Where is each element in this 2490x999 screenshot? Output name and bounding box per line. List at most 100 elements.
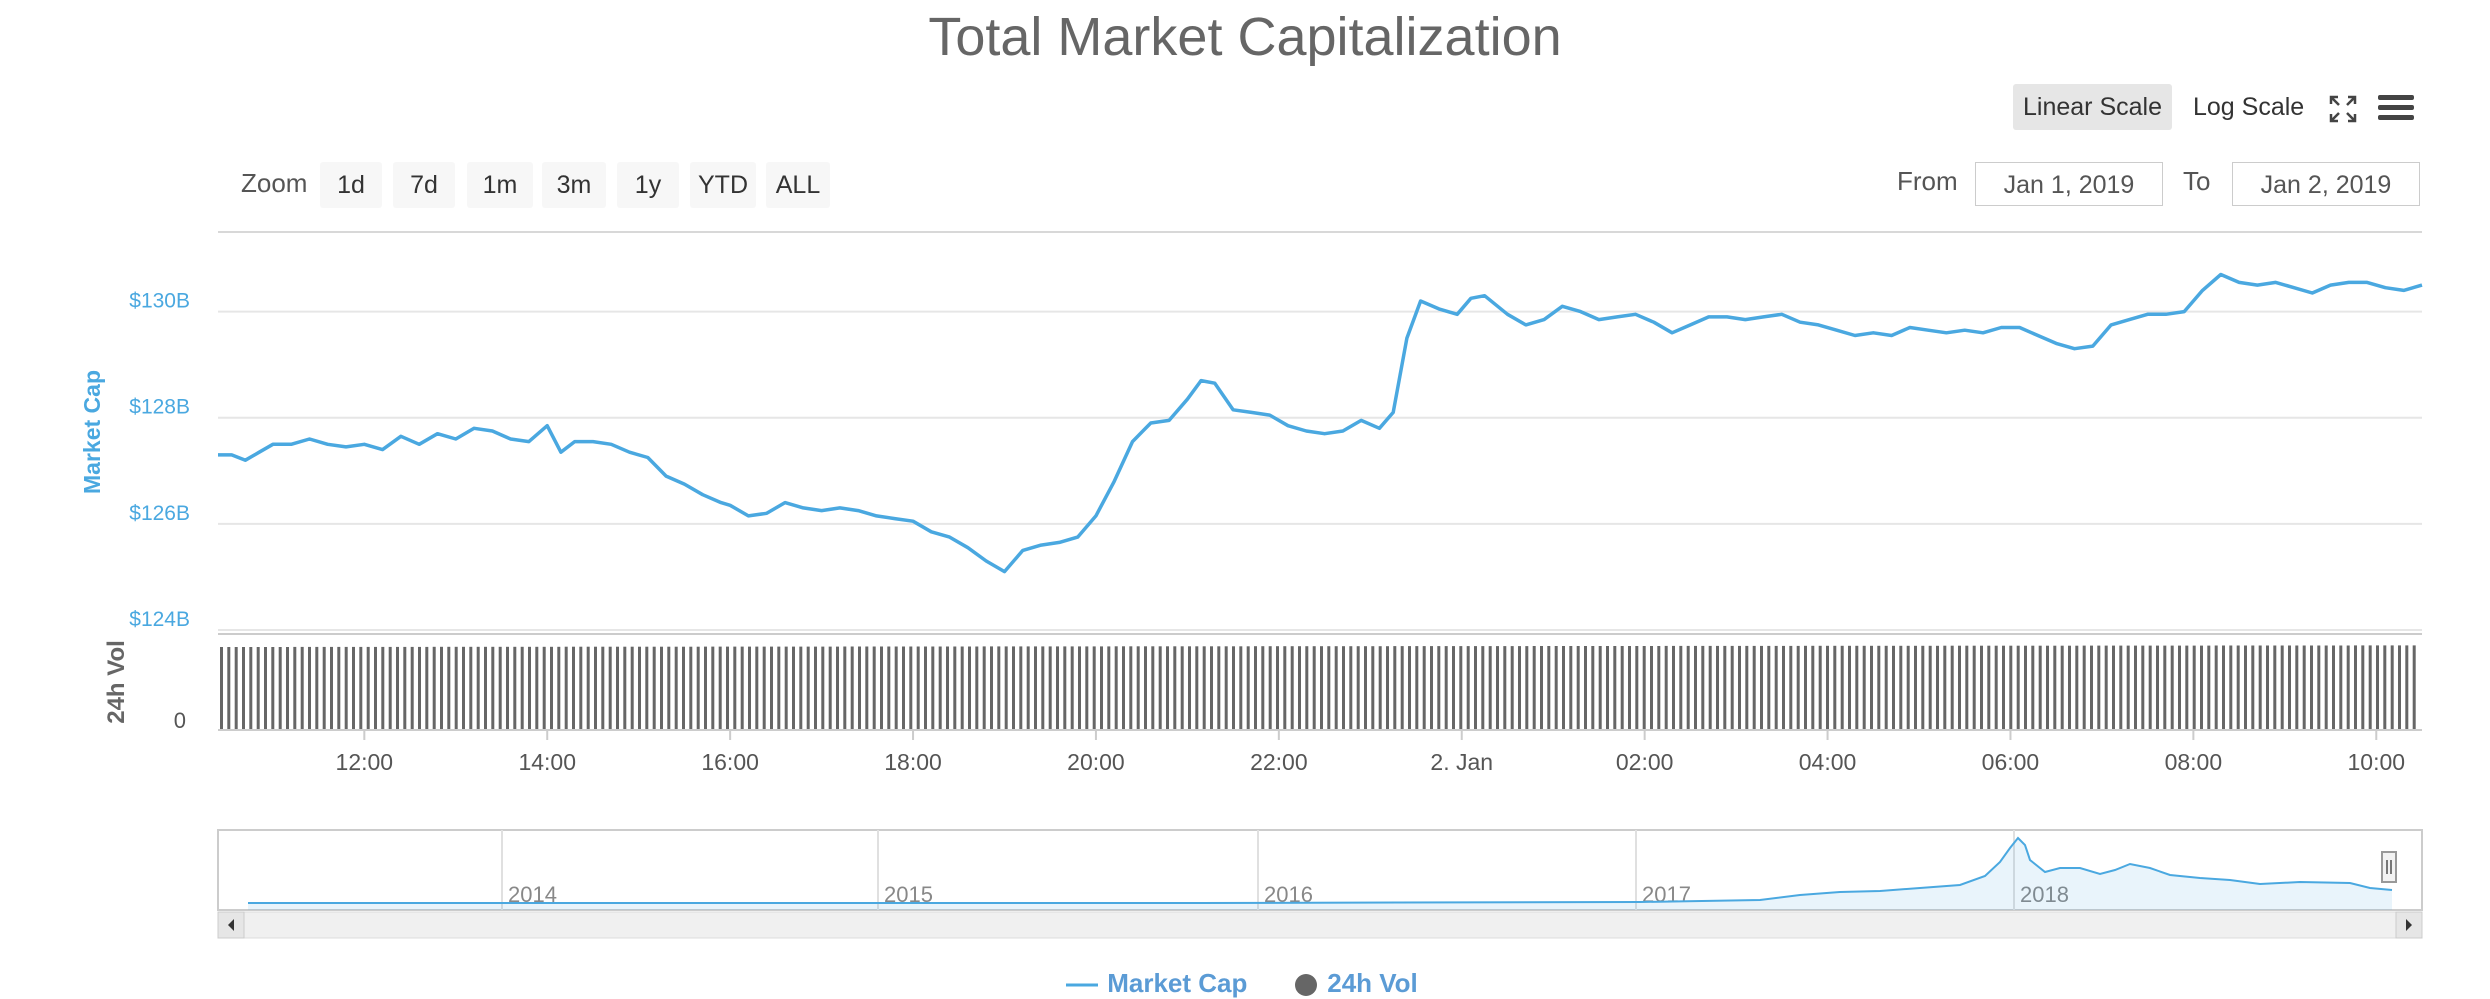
volume-bar bbox=[425, 646, 429, 730]
legend-market-cap[interactable]: Market Cap bbox=[1064, 968, 1247, 999]
zoom-1d-button[interactable]: 1d bbox=[320, 162, 382, 208]
volume-bar bbox=[660, 646, 663, 730]
volume-bar bbox=[1136, 646, 1140, 730]
volume-bar bbox=[2119, 645, 2123, 730]
volume-bar bbox=[916, 646, 920, 730]
volume-bar bbox=[601, 646, 605, 730]
volume-bar bbox=[315, 646, 319, 730]
volume-bar bbox=[1481, 646, 1485, 730]
volume-bar bbox=[2383, 645, 2387, 730]
volume-bar bbox=[1987, 645, 1991, 730]
volume-bar bbox=[2156, 645, 2159, 730]
volume-bar bbox=[1085, 646, 1089, 730]
volume-axis-title: 24h Vol bbox=[103, 640, 130, 724]
volume-bar bbox=[1752, 645, 1756, 730]
volume-bar bbox=[755, 646, 759, 730]
volume-bar bbox=[1598, 646, 1602, 730]
volume-bar bbox=[1921, 645, 1925, 730]
volume-bar bbox=[381, 646, 385, 730]
volume-bar bbox=[2310, 645, 2313, 730]
volume-bar bbox=[1393, 646, 1397, 730]
volume-bar bbox=[887, 646, 891, 730]
volume-bar bbox=[909, 646, 913, 730]
x-tick-label: 20:00 bbox=[1067, 749, 1125, 775]
volume-bar bbox=[454, 646, 458, 730]
volume-bar bbox=[1943, 645, 1947, 730]
volume-bar bbox=[2126, 645, 2130, 730]
volume-bar bbox=[638, 646, 641, 730]
volume-bar bbox=[330, 646, 333, 730]
volume-bar bbox=[2046, 645, 2049, 730]
volume-bar bbox=[2016, 645, 2020, 730]
volume-bar bbox=[2207, 645, 2211, 730]
volume-bar bbox=[2097, 645, 2101, 730]
volume-bar bbox=[1628, 646, 1631, 730]
volume-bar bbox=[718, 646, 722, 730]
volume-bar bbox=[799, 646, 803, 730]
zoom-ytd-button[interactable]: YTD bbox=[690, 162, 756, 208]
to-date-input[interactable]: Jan 2, 2019 bbox=[2232, 162, 2420, 206]
legend-24h-vol[interactable]: 24h Vol bbox=[1292, 968, 1418, 999]
volume-bar bbox=[733, 646, 737, 730]
volume-bar bbox=[2346, 645, 2350, 730]
scroll-right-icon bbox=[2406, 919, 2412, 931]
volume-bar bbox=[462, 646, 465, 730]
volume-bar bbox=[1738, 645, 1741, 730]
zoom-all-button[interactable]: ALL bbox=[766, 162, 830, 208]
volume-bar bbox=[982, 646, 986, 730]
volume-bar bbox=[770, 646, 773, 730]
volume-bar bbox=[2141, 645, 2145, 730]
zoom-7d-button[interactable]: 7d bbox=[393, 162, 455, 208]
volume-bar bbox=[1356, 646, 1360, 730]
volume-bar bbox=[359, 646, 363, 730]
zoom-1m-button[interactable]: 1m bbox=[467, 162, 533, 208]
linear-scale-button[interactable]: Linear Scale bbox=[2013, 84, 2172, 130]
volume-bar bbox=[513, 646, 517, 730]
market-cap-line bbox=[218, 272, 2423, 574]
volume-bar bbox=[1283, 646, 1287, 730]
volume-bar bbox=[1224, 646, 1228, 730]
volume-bar bbox=[579, 646, 583, 730]
volume-bar bbox=[2192, 645, 2196, 730]
volume-bar bbox=[1349, 646, 1353, 730]
volume-bar bbox=[1613, 646, 1617, 730]
from-date-input[interactable]: Jan 1, 2019 bbox=[1975, 162, 2163, 206]
volume-bar bbox=[388, 646, 392, 730]
volume-bar bbox=[1261, 646, 1265, 730]
zoom-3m-button[interactable]: 3m bbox=[542, 162, 606, 208]
volume-bar bbox=[1525, 646, 1529, 730]
volume-bar bbox=[410, 646, 414, 730]
volume-bar bbox=[1371, 646, 1375, 730]
volume-bar bbox=[1877, 645, 1881, 730]
volume-bar bbox=[550, 646, 553, 730]
volume-bar bbox=[630, 646, 634, 730]
volume-bar bbox=[1899, 645, 1903, 730]
scrollbar-track bbox=[217, 911, 2423, 939]
volume-bar bbox=[806, 646, 810, 730]
volume-bar bbox=[872, 646, 876, 730]
volume-bar bbox=[1518, 646, 1521, 730]
menu-icon[interactable] bbox=[2376, 92, 2416, 129]
volume-bar bbox=[1114, 646, 1118, 730]
volume-bar bbox=[1701, 645, 1705, 730]
volume-bar bbox=[2178, 645, 2181, 730]
fullscreen-icon[interactable] bbox=[2328, 94, 2358, 129]
navigator-line bbox=[248, 836, 2393, 904]
volume-bar bbox=[1650, 646, 1653, 730]
volume-bar bbox=[1826, 645, 1829, 730]
volume-bar bbox=[1202, 646, 1206, 730]
volume-bar bbox=[1503, 646, 1507, 730]
volume-bar bbox=[968, 646, 971, 730]
volume-bar bbox=[2222, 645, 2225, 730]
volume-bar bbox=[2134, 645, 2137, 730]
volume-bar bbox=[2390, 645, 2394, 730]
volume-bar bbox=[1730, 645, 1734, 730]
volume-bar bbox=[572, 646, 575, 730]
volume-bar bbox=[1041, 646, 1045, 730]
log-scale-button[interactable]: Log Scale bbox=[2193, 93, 2305, 121]
volume-bar bbox=[711, 646, 715, 730]
volume-bar bbox=[484, 646, 487, 730]
zoom-1y-button[interactable]: 1y bbox=[617, 162, 679, 208]
volume-bar bbox=[2170, 645, 2174, 730]
volume-bar bbox=[2024, 645, 2027, 730]
